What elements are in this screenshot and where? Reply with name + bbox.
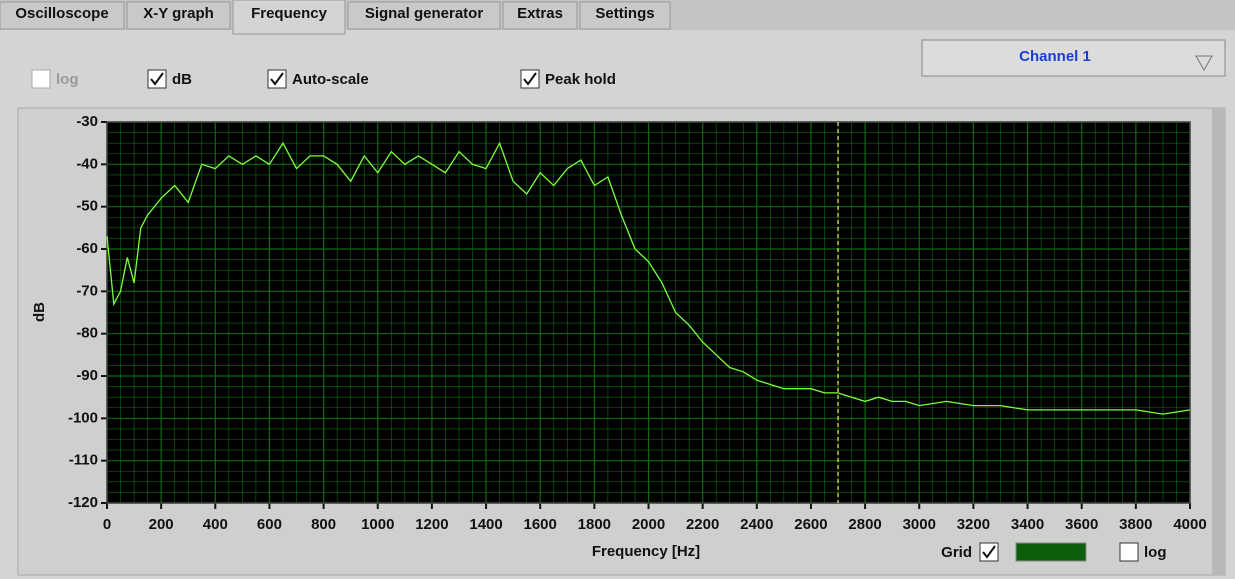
y-tick-label: -80 bbox=[76, 325, 98, 342]
plot-frame bbox=[106, 121, 1191, 504]
x-tick-label: 1200 bbox=[415, 516, 448, 533]
y-tick-label: -100 bbox=[68, 409, 98, 426]
checkmark bbox=[982, 545, 996, 559]
x-tick-label: 0 bbox=[103, 516, 111, 533]
tab[interactable]: X-Y graph bbox=[126, 1, 231, 30]
autoscale-option[interactable]: Auto-scale bbox=[267, 69, 369, 89]
x-tick-label: 2200 bbox=[686, 516, 719, 533]
checkbox-label: Auto-scale bbox=[292, 71, 369, 88]
tab[interactable]: Extras bbox=[502, 1, 578, 30]
x-tick-label: 600 bbox=[257, 516, 282, 533]
checkmark bbox=[150, 72, 164, 86]
grid-toggle[interactable]: Grid bbox=[941, 542, 999, 562]
y-tick-label: -50 bbox=[76, 198, 98, 215]
grid-color-swatch[interactable] bbox=[1015, 542, 1087, 562]
y-tick-label: -70 bbox=[76, 282, 98, 299]
spectrum-line bbox=[106, 141, 1191, 415]
x-tick-label: 3400 bbox=[1011, 516, 1044, 533]
x-axis-label: Frequency [Hz] bbox=[592, 543, 700, 560]
y-axis-label: dB bbox=[31, 302, 48, 322]
x-tick-label: 2000 bbox=[632, 516, 665, 533]
tab[interactable]: Oscilloscope bbox=[0, 1, 125, 30]
x-tick-label: 1600 bbox=[524, 516, 557, 533]
checkbox bbox=[147, 69, 167, 89]
y-tick-label: -120 bbox=[68, 494, 98, 511]
tab-body bbox=[0, 1, 125, 30]
x-tick-label: 2600 bbox=[794, 516, 827, 533]
tab-label: Oscilloscope bbox=[15, 5, 108, 22]
y-tick-label: -90 bbox=[76, 367, 98, 384]
tab[interactable]: Settings bbox=[579, 1, 671, 30]
dropdown-box bbox=[921, 39, 1226, 77]
x-tick-label: 2800 bbox=[848, 516, 881, 533]
x-tick-label: 4000 bbox=[1173, 516, 1206, 533]
tab[interactable]: Frequency bbox=[232, 0, 346, 35]
y-tick-label: -60 bbox=[76, 240, 98, 257]
x-tick-label: 1800 bbox=[578, 516, 611, 533]
tab-label: Settings bbox=[595, 5, 654, 22]
tab-label: Extras bbox=[517, 5, 563, 22]
checkbox bbox=[1119, 542, 1139, 562]
checkbox bbox=[979, 542, 999, 562]
checkbox-label: Peak hold bbox=[545, 71, 616, 88]
y-tick-label: -30 bbox=[76, 113, 98, 130]
tab-body bbox=[579, 1, 671, 30]
x-tick-label: 400 bbox=[203, 516, 228, 533]
x-tick-label: 3000 bbox=[903, 516, 936, 533]
x-tick-label: 800 bbox=[311, 516, 336, 533]
checkbox-label: Grid bbox=[941, 544, 972, 561]
x-tick-label: 1000 bbox=[361, 516, 394, 533]
x-tick-label: 3800 bbox=[1119, 516, 1152, 533]
tab-label: X-Y graph bbox=[143, 5, 214, 22]
checkbox bbox=[267, 69, 287, 89]
checkmark bbox=[523, 72, 537, 86]
plot: -120 -110 -100 -90 -80 -70 -60 -50 -40 -30 0 200 400… bbox=[68, 113, 1207, 533]
y-tick-label: -110 bbox=[69, 452, 98, 469]
checkbox-label: log bbox=[1144, 544, 1167, 561]
x-tick-label: 2400 bbox=[740, 516, 773, 533]
tab-body bbox=[126, 1, 231, 30]
channel-dropdown[interactable]: Channel 1 bbox=[921, 39, 1226, 77]
x-tick-label: 3600 bbox=[1065, 516, 1098, 533]
checkbox bbox=[31, 69, 51, 89]
checkbox-label: dB bbox=[172, 71, 192, 88]
log-toggle[interactable]: log bbox=[1119, 542, 1167, 562]
tab-body bbox=[502, 1, 578, 30]
peak-hold-option[interactable]: Peak hold bbox=[520, 69, 616, 89]
x-tick-label: 200 bbox=[149, 516, 174, 533]
panel-edge bbox=[1212, 108, 1225, 575]
dropdown-arrow bbox=[1195, 55, 1213, 72]
checkmark bbox=[270, 72, 284, 86]
db-option[interactable]: dB bbox=[147, 69, 192, 89]
y-tick-label: -40 bbox=[76, 155, 98, 172]
tab-label: Signal generator bbox=[365, 5, 484, 22]
x-tick-label: 1400 bbox=[469, 516, 502, 533]
log-option[interactable]: log bbox=[31, 69, 79, 89]
x-tick-label: 3200 bbox=[957, 516, 990, 533]
checkbox-label: log bbox=[56, 71, 79, 88]
checkbox bbox=[520, 69, 540, 89]
tab[interactable]: Signal generator bbox=[347, 1, 501, 30]
tab-body bbox=[232, 0, 346, 35]
tab-label: Frequency bbox=[251, 5, 328, 22]
dropdown-text: Channel 1 bbox=[1019, 48, 1091, 65]
tab-body bbox=[347, 1, 501, 30]
